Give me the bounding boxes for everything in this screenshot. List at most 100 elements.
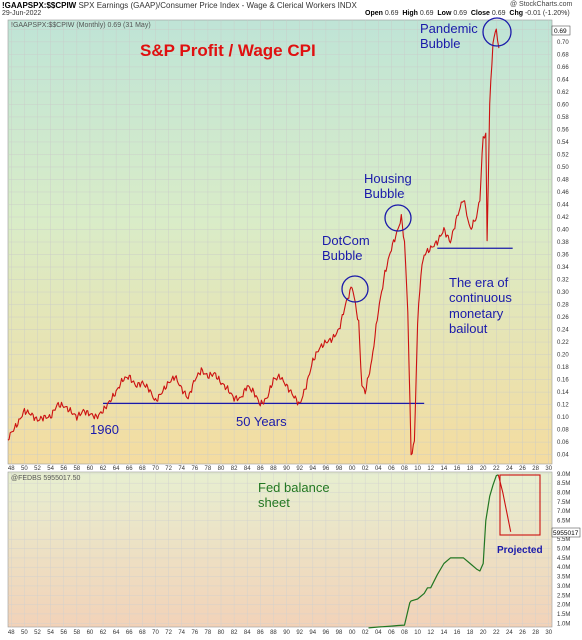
price-y-tick-label: 0.64 xyxy=(557,77,569,83)
fed-x-tick-label: 68 xyxy=(139,630,146,636)
fed-y-tick-label: 3.5M xyxy=(557,575,570,581)
price-series-line xyxy=(7,28,500,456)
fed-x-tick-label: 12 xyxy=(427,630,434,636)
chart-date: 29-Jun-2022 xyxy=(2,10,42,17)
price-x-tick-label: 80 xyxy=(218,466,225,472)
price-y-tick-label: 0.08 xyxy=(557,428,569,434)
chart-title: S&P Profit / Wage CPI xyxy=(140,41,316,60)
price-y-tick-label: 0.22 xyxy=(557,340,569,346)
price-x-tick-label: 24 xyxy=(506,466,513,472)
fed-x-tick-label: 16 xyxy=(454,630,461,636)
fed-x-tick-label: 30 xyxy=(545,630,552,636)
price-legend: !GAAPSPX:$$CPIW (Monthly) 0.69 (31 May) xyxy=(11,22,151,29)
fed-x-tick-label: 80 xyxy=(218,630,225,636)
price-x-tick-label: 84 xyxy=(244,466,251,472)
price-x-tick-label: 78 xyxy=(205,466,212,472)
price-y-tick-label: 0.10 xyxy=(557,415,569,421)
fed-x-tick-label: 52 xyxy=(34,630,41,636)
annotation-dotcom-1: DotCom xyxy=(322,233,370,248)
price-x-tick-label: 76 xyxy=(191,466,198,472)
price-x-tick-label: 48 xyxy=(8,466,15,472)
fed-series-line xyxy=(368,474,499,629)
price-x-tick-label: 90 xyxy=(283,466,290,472)
price-x-tick-label: 86 xyxy=(257,466,264,472)
price-y-tick-label: 0.46 xyxy=(557,190,569,196)
price-y-tick-label: 0.28 xyxy=(557,303,569,309)
fed-last-value: 5955017 xyxy=(553,530,579,537)
price-y-tick-label: 0.42 xyxy=(557,215,569,221)
fed-x-tick-label: 14 xyxy=(441,630,448,636)
price-y-tick-label: 0.16 xyxy=(557,378,569,384)
ohlc-readout: Open 0.69 High 0.69 Low 0.69 Close 0.69 … xyxy=(365,10,570,17)
pandemic-bubble-circle xyxy=(482,17,512,47)
price-y-tick-label: 0.54 xyxy=(557,140,569,146)
fed-legend: @FEDBS 5955017.50 xyxy=(11,475,80,482)
price-x-tick-label: 62 xyxy=(100,466,107,472)
fed-x-tick-label: 72 xyxy=(165,630,172,636)
fed-y-tick-label: 7.5M xyxy=(557,500,570,506)
fed-y-tick-label: 1.5M xyxy=(557,612,570,618)
price-x-tick-label: 52 xyxy=(34,466,41,472)
housing-bubble-circle xyxy=(384,204,412,232)
price-y-tick-label: 0.52 xyxy=(557,152,569,158)
fed-label-2: sheet xyxy=(258,495,290,510)
fed-y-tick-label: 1.0M xyxy=(557,621,570,627)
price-x-tick-label: 18 xyxy=(467,466,474,472)
price-y-tick-label: 0.06 xyxy=(557,440,569,446)
price-x-tick-label: 00 xyxy=(349,466,356,472)
price-y-tick-label: 0.14 xyxy=(557,390,569,396)
brand-logo: @ StockCharts.com xyxy=(510,1,573,8)
fed-x-tick-label: 00 xyxy=(349,630,356,636)
fed-y-tick-label: 9.0M xyxy=(557,472,570,478)
price-x-tick-label: 04 xyxy=(375,466,382,472)
fed-grid xyxy=(8,472,552,627)
price-x-tick-label: 22 xyxy=(493,466,500,472)
price-y-tick-label: 0.04 xyxy=(557,453,569,459)
fed-x-tick-label: 18 xyxy=(467,630,474,636)
fed-x-tick-label: 28 xyxy=(532,630,539,636)
price-y-tick-label: 0.20 xyxy=(557,353,569,359)
fed-last-value-tag xyxy=(551,527,581,538)
projection-box xyxy=(499,474,541,536)
annotation-housing-2: Bubble xyxy=(364,186,404,201)
fed-x-tick-label: 84 xyxy=(244,630,251,636)
price-x-axis: 48 50 52 54 56 58 60 62 64 66 68 70 72 74 76 78 80 82 84 86… xyxy=(8,466,553,472)
price-x-tick-label: 66 xyxy=(126,466,133,472)
fed-x-tick-label: 56 xyxy=(60,630,67,636)
fed-y-tick-label: 5.0M xyxy=(557,547,570,553)
price-y-tick-label: 0.30 xyxy=(557,290,569,296)
price-x-tick-label: 20 xyxy=(480,466,487,472)
price-x-tick-label: 56 xyxy=(60,466,67,472)
price-y-tick-label: 0.44 xyxy=(557,202,569,208)
price-x-tick-label: 16 xyxy=(454,466,461,472)
dotcom-bubble-circle xyxy=(341,275,369,303)
fed-y-tick-label: 3.0M xyxy=(557,584,570,590)
price-x-tick-label: 50 xyxy=(21,466,28,472)
price-y-tick-label: 0.38 xyxy=(557,240,569,246)
fed-x-tick-label: 22 xyxy=(493,630,500,636)
fed-x-tick-label: 90 xyxy=(283,630,290,636)
price-x-tick-label: 06 xyxy=(388,466,395,472)
fed-x-tick-label: 24 xyxy=(506,630,513,636)
price-x-tick-label: 64 xyxy=(113,466,120,472)
price-y-tick-label: 0.66 xyxy=(557,65,569,71)
fed-x-tick-label: 92 xyxy=(296,630,303,636)
fed-x-tick-label: 76 xyxy=(191,630,198,636)
fed-x-tick-label: 60 xyxy=(87,630,94,636)
fed-x-tick-label: 88 xyxy=(270,630,277,636)
price-y-tick-label: 0.62 xyxy=(557,90,569,96)
fed-panel xyxy=(7,471,553,628)
price-y-tick-label: 0.70 xyxy=(557,40,569,46)
price-x-tick-label: 96 xyxy=(323,466,330,472)
fed-x-tick-label: 96 xyxy=(323,630,330,636)
price-y-tick-label: 0.26 xyxy=(557,315,569,321)
price-x-tick-label: 68 xyxy=(139,466,146,472)
chart-symbol: !GAAPSPX:$$CPIW SPX Earnings (GAAP)/Cons… xyxy=(2,1,357,10)
price-x-tick-label: 98 xyxy=(336,466,343,472)
fed-y-tick-label: 8.5M xyxy=(557,481,570,487)
price-y-tick-label: 0.24 xyxy=(557,328,569,334)
fed-y-tick-label: 2.0M xyxy=(557,603,570,609)
fed-y-tick-label: 6.5M xyxy=(557,519,570,525)
price-x-tick-label: 54 xyxy=(47,466,54,472)
